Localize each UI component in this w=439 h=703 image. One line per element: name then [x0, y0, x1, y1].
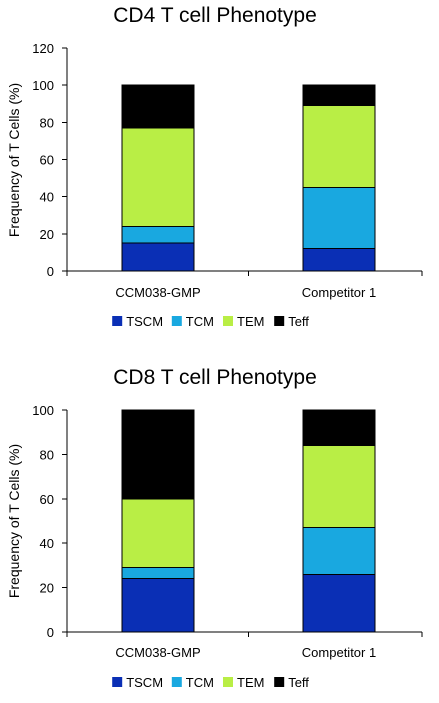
cd4-legend-swatch-tscm — [112, 316, 123, 326]
cd8-bar-teff-1 — [302, 409, 376, 447]
cd8-x-tick-label: CCM038-GMP — [115, 645, 200, 660]
cd8-y-tick-label: 80 — [40, 447, 54, 462]
cd8-legend-label-tcm: TCM — [186, 675, 214, 690]
cd4-bars — [121, 84, 376, 272]
cd8-y-tick-label: 0 — [47, 625, 54, 640]
cd8-bar-tcm-1 — [302, 527, 376, 575]
cd8-legend-label-tem: TEM — [237, 675, 264, 690]
cd8-y-tick-label: 100 — [32, 403, 54, 418]
cd4-bar-tscm-0 — [121, 242, 195, 272]
cd8-legend-label-tscm: TSCM — [126, 675, 163, 690]
cd4-legend-swatch-tem — [223, 316, 233, 326]
cd8-y-tick-label: 40 — [40, 536, 54, 551]
cd8-y-tick-label: 20 — [40, 581, 54, 596]
cd4-bar-tscm-1 — [302, 248, 376, 272]
cd8-bar-tem-0 — [121, 498, 195, 569]
cd8-legend-label-teff: Teff — [288, 675, 309, 690]
cd4-bar-tem-1 — [302, 105, 376, 188]
cd8-bar-teff-0 — [121, 409, 195, 500]
cd8-legend-swatch-tcm — [171, 677, 182, 687]
cd8-legend-swatch-teff — [274, 677, 285, 687]
cd4-bar-tcm-0 — [121, 225, 195, 244]
cd4-legend-swatch-tcm — [171, 316, 182, 326]
cd4-y-axis-label: Frequency of T Cells (%) — [6, 83, 22, 237]
cd8-chart-title: CD8 T cell Phenotype — [113, 366, 317, 389]
cd8-legend-swatch-tscm — [112, 677, 123, 687]
cd8-bar-tscm-1 — [302, 573, 376, 633]
cd8-chart: CD8 T cell Phenotype Frequency of T Cell… — [6, 366, 423, 690]
cd8-y-axis-label: Frequency of T Cells (%) — [6, 444, 22, 598]
cd4-bar-teff-0 — [121, 84, 195, 129]
cd4-chart-title: CD4 T cell Phenotype — [113, 4, 317, 27]
cd4-axes: 0 20 40 60 80 100 120 CCM038-GMP Competitor 1 — [32, 41, 423, 300]
cd4-x-tick-label: Competitor 1 — [302, 285, 376, 300]
cd4-x-tick-label: CCM038-GMP — [115, 285, 200, 300]
cd4-bar-teff-1 — [302, 84, 376, 107]
cd4-y-tick-label: 100 — [32, 78, 54, 93]
cd4-bar-tcm-1 — [302, 186, 376, 250]
cd8-bars — [121, 409, 376, 633]
cd8-bar-tscm-0 — [121, 578, 195, 633]
cd4-y-tick-label: 0 — [47, 264, 54, 279]
cd4-y-tick-label: 120 — [32, 41, 54, 56]
cd4-legend-swatch-teff — [274, 316, 285, 326]
cd4-y-tick-label: 60 — [40, 153, 54, 168]
cd4-y-tick-label: 20 — [40, 227, 54, 242]
cd4-chart: CD4 T cell Phenotype Frequency of T Cell… — [6, 4, 423, 329]
cd8-legend: TSCM TCM TEM Teff — [112, 675, 309, 690]
cd4-legend-label-teff: Teff — [288, 314, 309, 329]
cd4-y-tick-label: 80 — [40, 115, 54, 130]
cd8-axes: 0 20 40 60 80 100 CCM038-GMP Competitor 1 — [32, 403, 423, 660]
cd4-y-tick-label: 40 — [40, 190, 54, 205]
cd8-bar-tcm-0 — [121, 567, 195, 580]
cd4-legend-label-tscm: TSCM — [126, 314, 163, 329]
cd8-legend-swatch-tem — [223, 677, 233, 687]
cd8-y-tick-label: 60 — [40, 492, 54, 507]
cd4-legend: TSCM TCM TEM Teff — [112, 314, 309, 329]
cd8-x-tick-label: Competitor 1 — [302, 645, 376, 660]
cd4-legend-label-tem: TEM — [237, 314, 264, 329]
cd4-legend-label-tcm: TCM — [186, 314, 214, 329]
cd8-bar-tem-1 — [302, 445, 376, 529]
cd4-bar-tem-0 — [121, 127, 195, 227]
